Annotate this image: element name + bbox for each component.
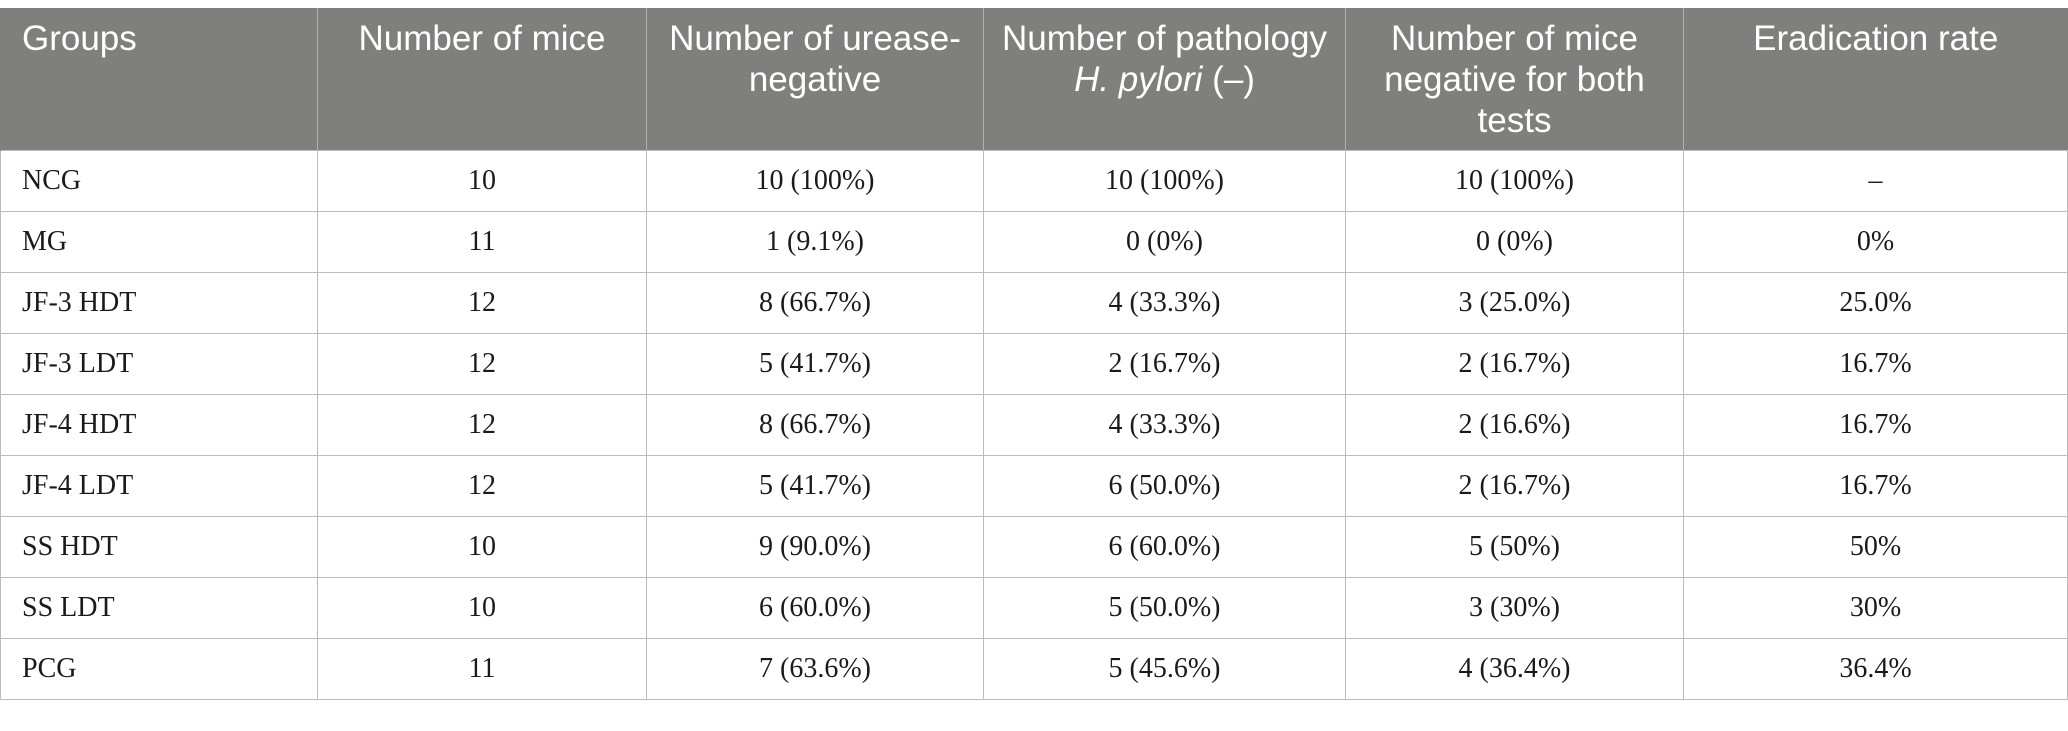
cell-urease: 8 (66.7%) xyxy=(646,393,984,456)
cell-pathology: 0 (0%) xyxy=(983,210,1346,273)
header-pathology-post: (–) xyxy=(1202,60,1255,99)
header-pathology-pre: Number of pathology xyxy=(1002,19,1327,58)
table-row: MG 11 1 (9.1%) 0 (0%) 0 (0%) 0% xyxy=(0,210,2068,273)
table-row: PCG 11 7 (63.6%) 5 (45.6%) 4 (36.4%) 36.… xyxy=(0,637,2068,700)
header-number-of-mice: Number of mice xyxy=(317,8,647,150)
cell-urease: 5 (41.7%) xyxy=(646,454,984,517)
cell-pathology: 4 (33.3%) xyxy=(983,393,1346,456)
header-pathology: Number of pathology H. pylori (–) xyxy=(983,8,1346,150)
cell-mice: 12 xyxy=(317,271,647,334)
cell-both: 5 (50%) xyxy=(1345,515,1684,578)
cell-both: 4 (36.4%) xyxy=(1345,637,1684,700)
cell-both: 2 (16.6%) xyxy=(1345,393,1684,456)
table-header: Groups Number of mice Number of urease-n… xyxy=(0,8,2068,150)
cell-pathology: 2 (16.7%) xyxy=(983,332,1346,395)
cell-urease: 1 (9.1%) xyxy=(646,210,984,273)
cell-group: JF-4 LDT xyxy=(0,454,318,517)
cell-both: 2 (16.7%) xyxy=(1345,332,1684,395)
table-row: NCG 10 10 (100%) 10 (100%) 10 (100%) – xyxy=(0,149,2068,212)
cell-mice: 11 xyxy=(317,210,647,273)
cell-urease: 10 (100%) xyxy=(646,149,984,212)
results-table: Groups Number of mice Number of urease-n… xyxy=(0,8,2068,700)
header-negative-both-tests: Number of mice negative for both tests xyxy=(1345,8,1684,150)
cell-rate: 0% xyxy=(1683,210,2068,273)
header-eradication-rate: Eradication rate xyxy=(1683,8,2068,150)
cell-rate: 36.4% xyxy=(1683,637,2068,700)
cell-mice: 10 xyxy=(317,149,647,212)
cell-urease: 6 (60.0%) xyxy=(646,576,984,639)
cell-both: 2 (16.7%) xyxy=(1345,454,1684,517)
table-row: SS LDT 10 6 (60.0%) 5 (50.0%) 3 (30%) 30… xyxy=(0,576,2068,639)
cell-group: PCG xyxy=(0,637,318,700)
cell-rate: 50% xyxy=(1683,515,2068,578)
cell-both: 3 (30%) xyxy=(1345,576,1684,639)
cell-group: MG xyxy=(0,210,318,273)
cell-group: SS LDT xyxy=(0,576,318,639)
cell-urease: 5 (41.7%) xyxy=(646,332,984,395)
cell-rate: 16.7% xyxy=(1683,454,2068,517)
cell-urease: 8 (66.7%) xyxy=(646,271,984,334)
cell-group: JF-3 HDT xyxy=(0,271,318,334)
cell-rate: – xyxy=(1683,149,2068,212)
cell-rate: 25.0% xyxy=(1683,271,2068,334)
cell-pathology: 4 (33.3%) xyxy=(983,271,1346,334)
cell-both: 3 (25.0%) xyxy=(1345,271,1684,334)
cell-group: NCG xyxy=(0,149,318,212)
cell-group: SS HDT xyxy=(0,515,318,578)
cell-rate: 16.7% xyxy=(1683,393,2068,456)
table-row: JF-3 HDT 12 8 (66.7%) 4 (33.3%) 3 (25.0%… xyxy=(0,271,2068,334)
header-pathology-species: H. pylori xyxy=(1074,60,1203,99)
cell-mice: 11 xyxy=(317,637,647,700)
cell-mice: 12 xyxy=(317,332,647,395)
cell-pathology: 6 (50.0%) xyxy=(983,454,1346,517)
cell-pathology: 5 (45.6%) xyxy=(983,637,1346,700)
table-row: JF-4 HDT 12 8 (66.7%) 4 (33.3%) 2 (16.6%… xyxy=(0,393,2068,456)
table-row: JF-4 LDT 12 5 (41.7%) 6 (50.0%) 2 (16.7%… xyxy=(0,454,2068,517)
table-row: SS HDT 10 9 (90.0%) 6 (60.0%) 5 (50%) 50… xyxy=(0,515,2068,578)
cell-both: 0 (0%) xyxy=(1345,210,1684,273)
cell-group: JF-4 HDT xyxy=(0,393,318,456)
header-groups: Groups xyxy=(0,8,318,150)
cell-pathology: 10 (100%) xyxy=(983,149,1346,212)
cell-urease: 9 (90.0%) xyxy=(646,515,984,578)
cell-mice: 10 xyxy=(317,576,647,639)
cell-mice: 12 xyxy=(317,454,647,517)
cell-pathology: 6 (60.0%) xyxy=(983,515,1346,578)
cell-pathology: 5 (50.0%) xyxy=(983,576,1346,639)
header-urease-negative: Number of urease-negative xyxy=(646,8,984,150)
cell-mice: 12 xyxy=(317,393,647,456)
cell-group: JF-3 LDT xyxy=(0,332,318,395)
cell-both: 10 (100%) xyxy=(1345,149,1684,212)
cell-urease: 7 (63.6%) xyxy=(646,637,984,700)
cell-rate: 30% xyxy=(1683,576,2068,639)
table-body: NCG 10 10 (100%) 10 (100%) 10 (100%) – M… xyxy=(0,149,2068,700)
cell-rate: 16.7% xyxy=(1683,332,2068,395)
table-row: JF-3 LDT 12 5 (41.7%) 2 (16.7%) 2 (16.7%… xyxy=(0,332,2068,395)
header-row: Groups Number of mice Number of urease-n… xyxy=(0,8,2068,150)
cell-mice: 10 xyxy=(317,515,647,578)
